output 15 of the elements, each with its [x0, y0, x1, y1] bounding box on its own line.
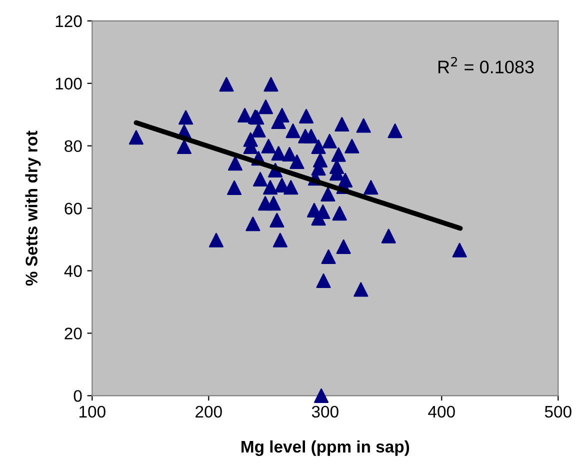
annotation: R$^{2}$ = 0.1083 [438, 56, 534, 74]
y-tick-label: 100 [56, 78, 82, 90]
y-tick-label: 40 [64, 265, 82, 277]
y-axis-title: % Setts with dry rot [25, 130, 41, 286]
x-tick-label: 500 [544, 406, 572, 418]
y-tick-label: 80 [64, 140, 82, 152]
x-tick-label: 200 [196, 406, 222, 418]
y-tick-label: 60 [64, 202, 82, 214]
x-tick-label: 100 [80, 406, 106, 418]
y-tick-label: 0 [74, 390, 82, 402]
x-tick-label: 400 [428, 406, 455, 418]
y-tick-label: 20 [64, 328, 82, 340]
x-axis-title: Mg level (ppm in sap) [242, 440, 410, 456]
y-tick-label: 120 [56, 15, 82, 28]
x-tick-label: 300 [312, 406, 338, 418]
